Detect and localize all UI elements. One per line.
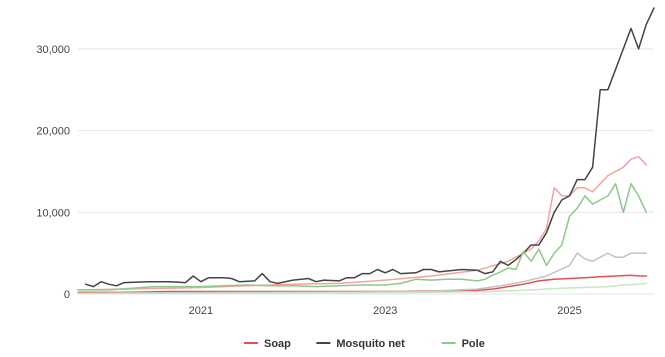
legend-label: Mosquito net bbox=[336, 338, 405, 350]
y-tick-label: 30,000 bbox=[36, 44, 70, 56]
series-line-pole bbox=[77, 182, 648, 291]
x-tick-label: 2023 bbox=[373, 305, 397, 317]
series-line-mosquito-net bbox=[84, 7, 655, 288]
x-tick-label: 2021 bbox=[189, 305, 213, 317]
legend-label: Soap bbox=[264, 338, 291, 350]
legend[interactable]: Soap Mosquito net Pole bbox=[244, 338, 485, 350]
series-line-soap bbox=[77, 274, 648, 294]
grid-layer bbox=[78, 48, 654, 295]
x-tick-label: 2025 bbox=[557, 305, 581, 317]
legend-item-mosquito-net[interactable]: Mosquito net bbox=[316, 338, 405, 350]
legend-label: Pole bbox=[462, 338, 485, 350]
legend-item-soap[interactable]: Soap bbox=[244, 338, 291, 350]
series-layer bbox=[77, 7, 655, 295]
y-tick-label: 10,000 bbox=[36, 207, 70, 219]
axis-layer: 0 10,000 20,000 30,000 2021 2023 2025 bbox=[36, 44, 581, 317]
series-line-unlabeled-1 bbox=[77, 155, 648, 291]
y-tick-label: 20,000 bbox=[36, 126, 70, 138]
legend-item-pole[interactable]: Pole bbox=[441, 338, 485, 350]
series-line-unlabeled-5 bbox=[77, 282, 648, 295]
y-tick-label: 0 bbox=[64, 289, 70, 301]
